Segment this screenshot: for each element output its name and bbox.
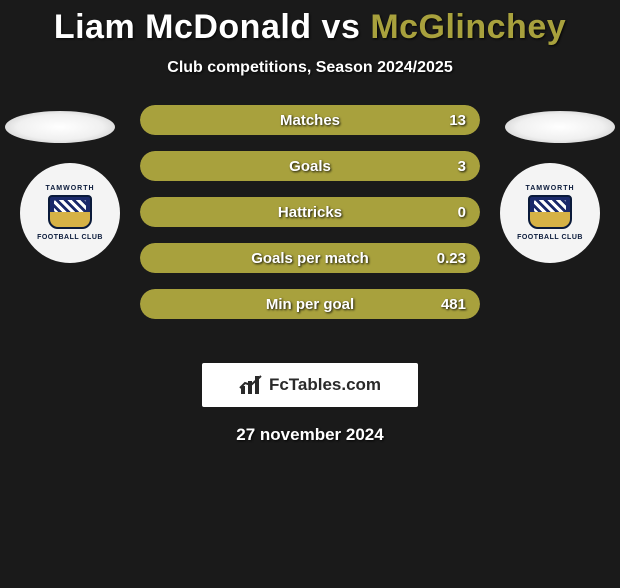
player2-face-placeholder xyxy=(505,111,615,143)
stat-label: Goals per match xyxy=(140,250,480,267)
stat-label: Min per goal xyxy=(140,296,480,313)
stat-value: 3 xyxy=(458,158,466,175)
stat-bars: Matches13 Goals3 Hattricks0 Goals per match… xyxy=(140,105,480,335)
player2-club-badge: TAMWORTH FOOTBALL CLUB xyxy=(500,163,600,263)
club-name-bottom: FOOTBALL CLUB xyxy=(517,234,583,241)
player1-face-placeholder xyxy=(5,111,115,143)
chart-icon xyxy=(239,374,263,396)
club-name-top: TAMWORTH xyxy=(525,185,574,192)
branding-text: FcTables.com xyxy=(269,375,381,395)
stat-label: Matches xyxy=(140,112,480,129)
stat-value: 0 xyxy=(458,204,466,221)
page-title: Liam McDonald vs McGlinchey xyxy=(0,8,620,47)
stat-bar: Goals3 xyxy=(140,151,480,181)
snapshot-date: 27 november 2024 xyxy=(0,425,620,445)
stat-label: Goals xyxy=(140,158,480,175)
stat-value: 13 xyxy=(449,112,466,129)
club-name-top: TAMWORTH xyxy=(45,185,94,192)
player1-club-badge: TAMWORTH FOOTBALL CLUB xyxy=(20,163,120,263)
player2-name: McGlinchey xyxy=(370,8,566,46)
stat-bar: Matches13 xyxy=(140,105,480,135)
club-name-bottom: FOOTBALL CLUB xyxy=(37,234,103,241)
player1-name: Liam McDonald xyxy=(54,8,312,46)
comparison-arena: TAMWORTH FOOTBALL CLUB TAMWORTH FOOTBALL… xyxy=(0,105,620,335)
stat-value: 0.23 xyxy=(437,250,466,267)
stat-bar: Hattricks0 xyxy=(140,197,480,227)
club-shield-icon xyxy=(528,195,572,229)
stat-bar: Goals per match0.23 xyxy=(140,243,480,273)
subtitle: Club competitions, Season 2024/2025 xyxy=(0,59,620,77)
stat-bar: Min per goal481 xyxy=(140,289,480,319)
club-shield-icon xyxy=(48,195,92,229)
stat-value: 481 xyxy=(441,296,466,313)
fctables-branding: FcTables.com xyxy=(202,363,418,407)
vs-label: vs xyxy=(322,8,361,46)
stat-label: Hattricks xyxy=(140,204,480,221)
